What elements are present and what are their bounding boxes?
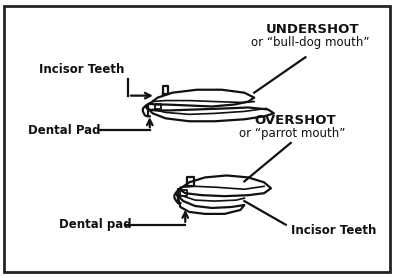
Text: UNDERSHOT: UNDERSHOT — [266, 23, 360, 36]
Text: Incisor Teeth: Incisor Teeth — [291, 224, 376, 237]
Text: or “bull-dog mouth”: or “bull-dog mouth” — [251, 36, 370, 49]
Text: or “parrot mouth”: or “parrot mouth” — [240, 126, 346, 140]
Text: OVERSHOT: OVERSHOT — [254, 114, 336, 127]
Text: Incisor Teeth: Incisor Teeth — [40, 63, 125, 76]
Text: Dental pad: Dental pad — [59, 218, 132, 231]
FancyBboxPatch shape — [4, 6, 390, 272]
Text: Dental Pad: Dental Pad — [28, 124, 100, 136]
